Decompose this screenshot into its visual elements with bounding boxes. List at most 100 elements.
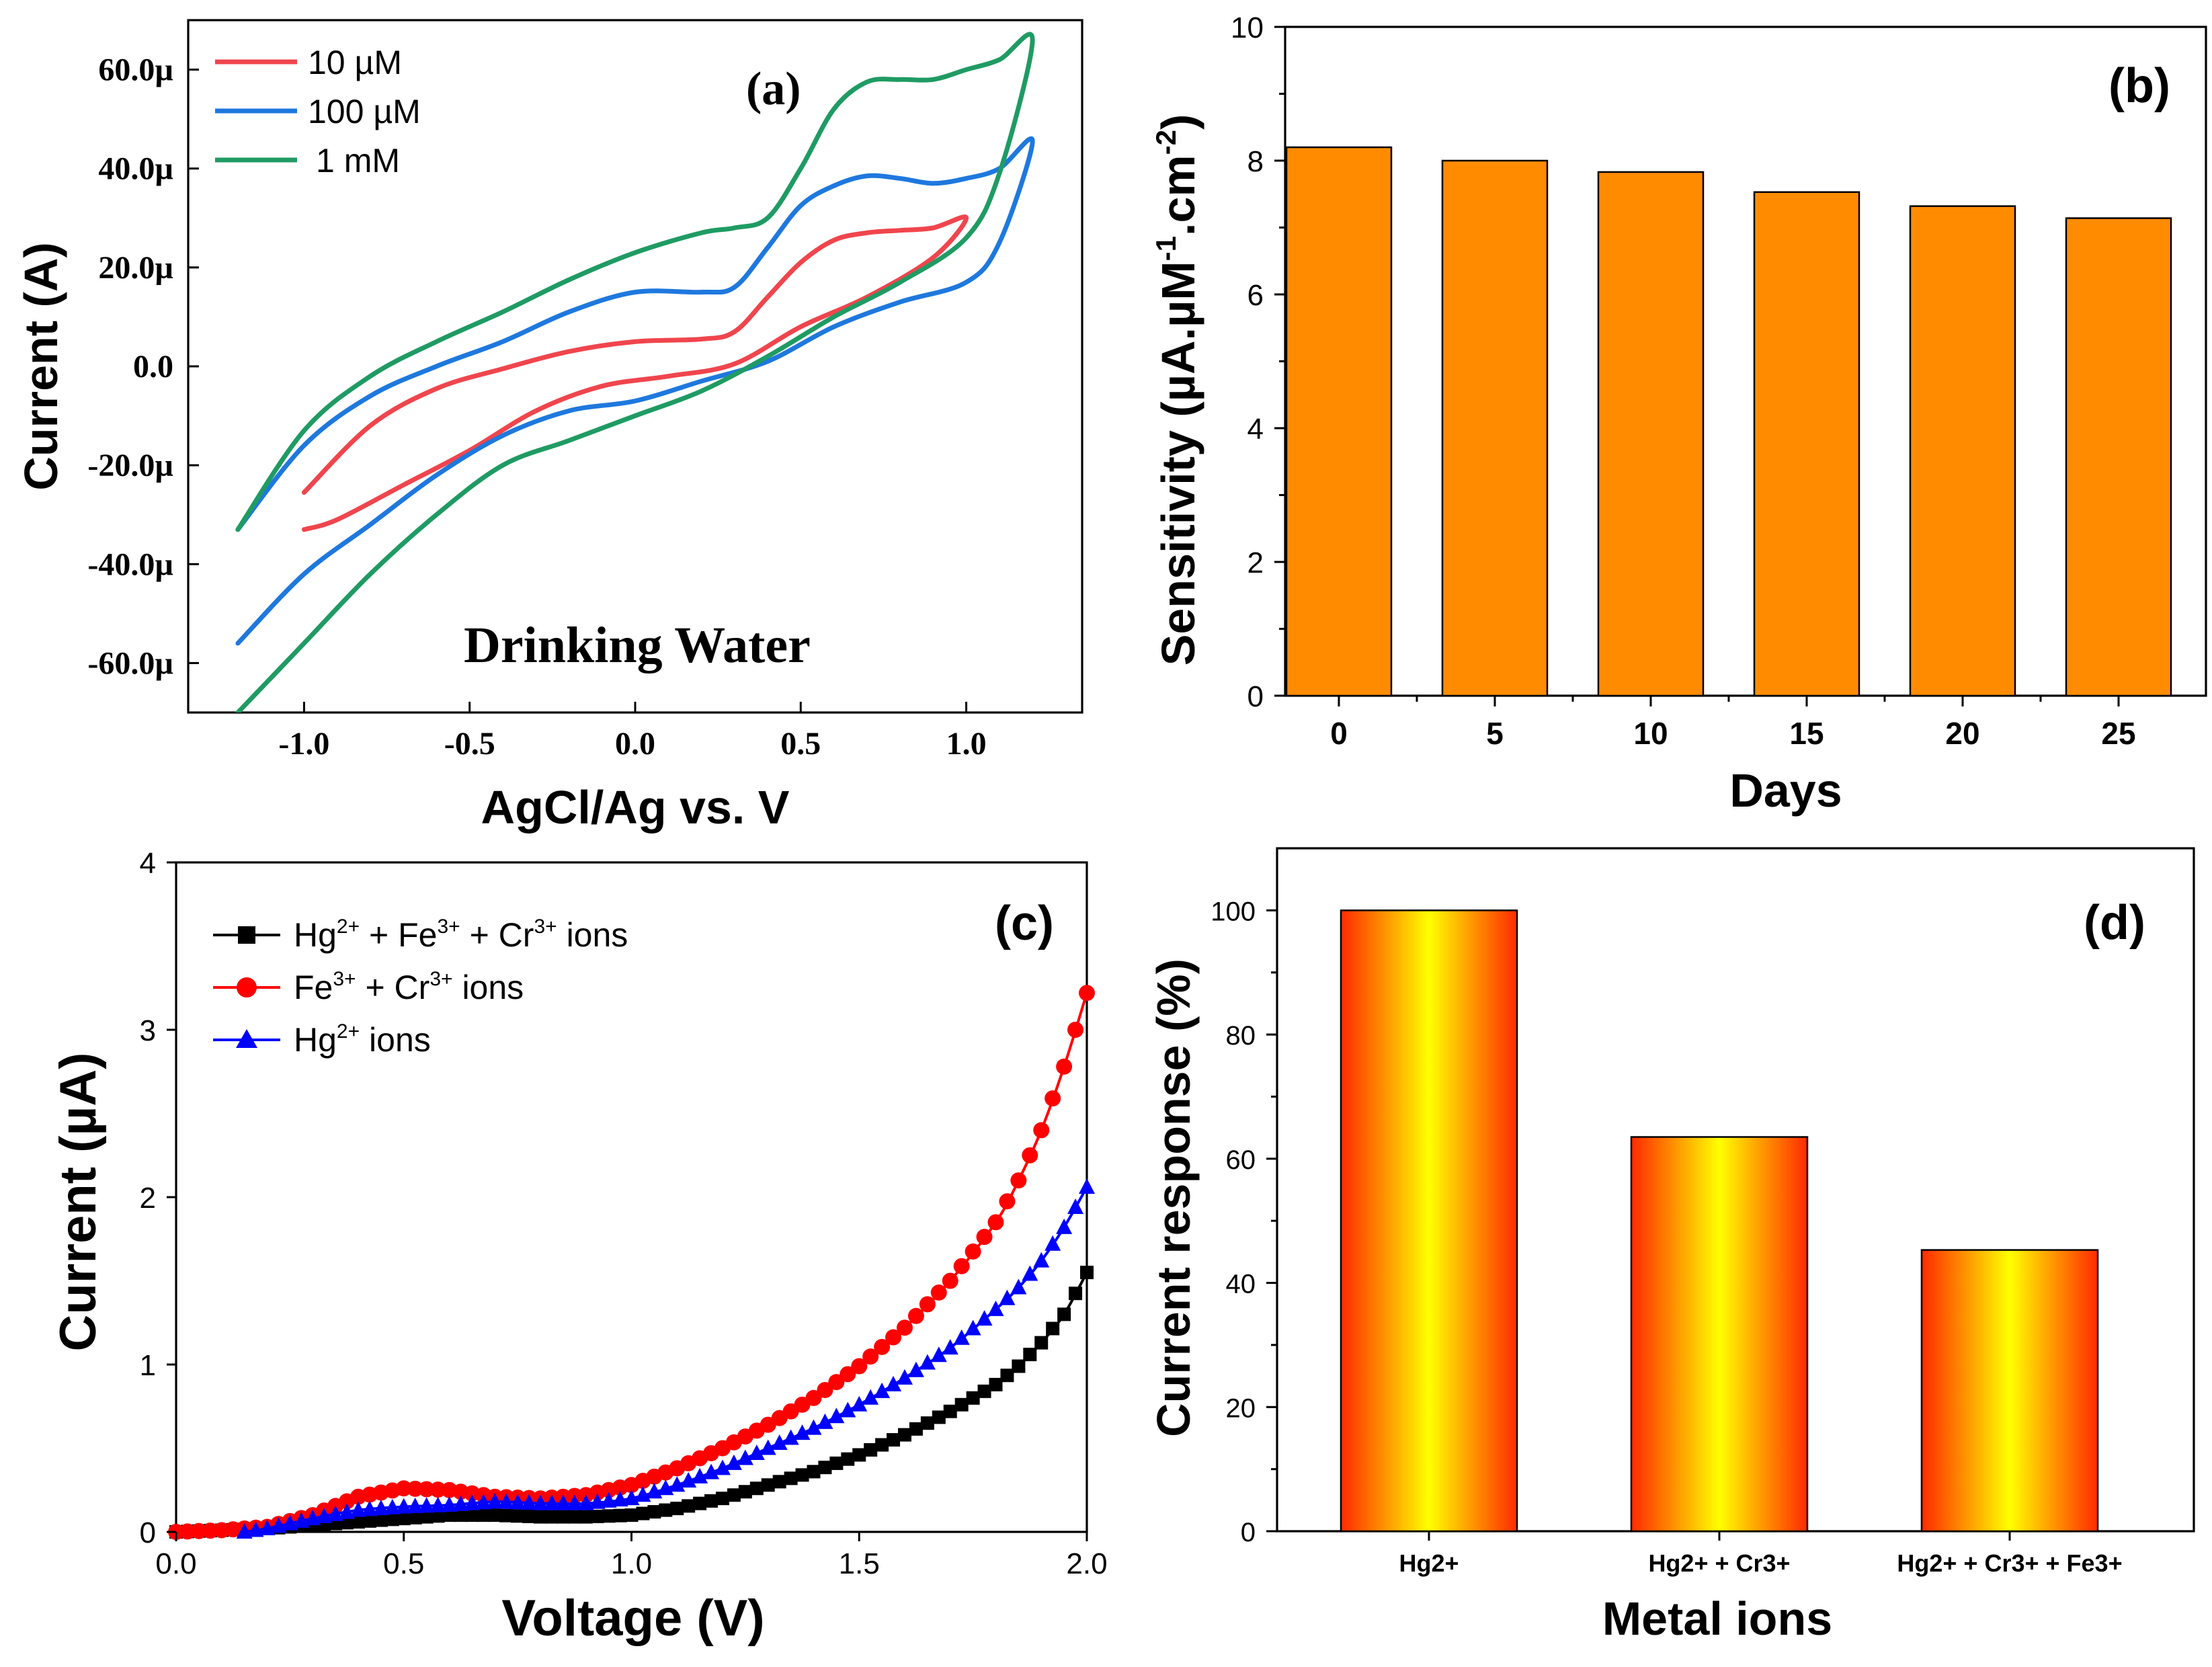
marker-triangle [669, 1476, 686, 1492]
marker-triangle [1044, 1235, 1061, 1251]
marker-square [682, 1499, 696, 1513]
marker-square [1023, 1348, 1037, 1362]
marker-circle [976, 1229, 993, 1246]
marker-triangle [612, 1491, 628, 1507]
marker-triangle [1056, 1218, 1073, 1234]
panel-d-y-tick-label: 100 [1211, 897, 1256, 926]
panel-b-x-tick-label: 10 [1633, 716, 1668, 751]
marker-circle [1033, 1122, 1050, 1139]
marker-triangle [304, 1510, 321, 1526]
panel-b-x-tick-label: 0 [1330, 716, 1348, 751]
marker-square [613, 1508, 627, 1522]
panel-c-legend: Hg2+ + Fe3+ + Cr3+ ions Fe3+ + Cr3+ ions… [213, 916, 628, 1059]
marker-square [590, 1509, 604, 1523]
panel-b-y-tick-label: 8 [1247, 145, 1264, 178]
marker-square [659, 1503, 673, 1517]
marker-triangle [794, 1424, 811, 1440]
marker-triangle [839, 1401, 856, 1418]
panel-c-lsv-chart: 0.0 0.5 1.0 1.5 2.0 0 1 2 3 4 Hg2+ + Fe3+ + Cr3+ … [50, 847, 1108, 1647]
legend-label-10uM: 10 µM [308, 44, 402, 81]
panel-a-y-tick-label: -60.0µ [87, 645, 173, 681]
marker-triangle [600, 1492, 617, 1508]
panel-b-bar-day-20 [1909, 205, 2016, 697]
marker-triangle [407, 1498, 423, 1514]
marker-square [989, 1377, 1003, 1391]
legend-label-hg-fe-cr: Hg2+ + Fe3+ + Cr3+ ions [294, 916, 628, 954]
marker-triangle [999, 1289, 1016, 1305]
marker-square [1000, 1369, 1014, 1383]
marker-triangle [498, 1493, 515, 1509]
panel-a-cv-chart: -1.0 -0.5 0.0 0.5 1.0 60.0µ 40.0µ 20.0µ 0.0 -20.0… [15, 19, 1083, 833]
marker-square [556, 1510, 570, 1524]
panel-d-bars [1340, 909, 2099, 1533]
panel-a-y-tick-label: 60.0µ [98, 52, 173, 88]
panel-d-bar-1 [1630, 1136, 1809, 1533]
marker-triangle [919, 1354, 936, 1370]
panel-a-y-tick-label: -40.0µ [87, 546, 173, 582]
panel-b-label: (b) [2108, 59, 2170, 113]
marker-square [1069, 1287, 1083, 1301]
marker-triangle [748, 1444, 765, 1460]
marker-triangle [384, 1498, 401, 1514]
marker-square [670, 1502, 684, 1516]
marker-square [477, 1508, 491, 1522]
marker-triangle [543, 1494, 560, 1510]
marker-square [875, 1438, 889, 1452]
marker-square [909, 1422, 923, 1436]
panel-b-x-tick-label: 25 [2101, 716, 2135, 751]
marker-square [727, 1488, 741, 1502]
marker-triangle [361, 1500, 378, 1516]
marker-circle [942, 1272, 958, 1289]
marker-triangle [1033, 1252, 1050, 1268]
marker-triangle [1022, 1265, 1038, 1281]
marker-square [818, 1461, 832, 1475]
panel-b-y-tick-label: 0 [1247, 680, 1264, 713]
marker-triangle [236, 1523, 253, 1539]
marker-square [602, 1509, 616, 1523]
marker-triangle [942, 1339, 958, 1355]
panel-b-ylabel: Sensitivity (µA.µM-1.cm-2) [1150, 114, 1204, 666]
panel-a-y-tick-label: 20.0µ [98, 250, 173, 286]
panel-d-label: (d) [2084, 896, 2145, 950]
marker-triangle [828, 1408, 845, 1424]
marker-circle [1056, 1058, 1073, 1075]
marker-square [385, 1512, 399, 1527]
marker-triangle [372, 1500, 389, 1516]
panel-a-annotation: Drinking Water [464, 617, 811, 674]
marker-triangle [851, 1395, 868, 1412]
marker-square [534, 1510, 547, 1524]
marker-triangle [874, 1382, 891, 1398]
panel-a-series-line-0 [301, 214, 969, 532]
marker-triangle [521, 1494, 538, 1510]
marker-square [864, 1442, 878, 1457]
marker-square [1012, 1359, 1026, 1373]
panel-d-xlabel: Metal ions [1602, 1592, 1832, 1645]
panel-b-xlabel: Days [1729, 764, 1842, 817]
panel-a-x-tick-label: -1.0 [278, 726, 329, 762]
marker-triangle [1079, 1178, 1095, 1194]
panel-c-series-markers-2 [236, 1178, 1095, 1539]
marker-square [1034, 1336, 1049, 1350]
panel-c-plot-frame [175, 861, 1088, 1533]
panel-a-x-tick-label: 0.5 [780, 726, 821, 762]
legend-marker-circle [237, 977, 257, 998]
panel-d-y-tick-label: 80 [1226, 1021, 1256, 1051]
marker-square [1080, 1266, 1094, 1280]
panel-b-bar-day-25 [2065, 217, 2172, 697]
marker-square [647, 1505, 661, 1519]
panel-c-series-line-1 [175, 992, 1088, 1533]
marker-circle [862, 1348, 879, 1365]
marker-square [932, 1410, 946, 1424]
marker-circle [429, 1481, 446, 1498]
marker-square [943, 1404, 957, 1418]
panel-d-x-tick-label: Hg2+ + Cr3+ + Fe3+ [1897, 1549, 2122, 1577]
marker-square [352, 1515, 365, 1529]
marker-triangle [782, 1429, 799, 1445]
panel-c-y-tick-label: 1 [140, 1349, 156, 1382]
panel-a-ylabel: Current (A) [15, 242, 67, 490]
panel-a-x-tick-label: 1.0 [946, 726, 987, 762]
marker-square [887, 1433, 901, 1447]
panel-c-x-tick-label: 1.0 [611, 1547, 652, 1580]
panel-b-y-tick-label: 10 [1231, 11, 1264, 44]
marker-triangle [907, 1361, 924, 1377]
